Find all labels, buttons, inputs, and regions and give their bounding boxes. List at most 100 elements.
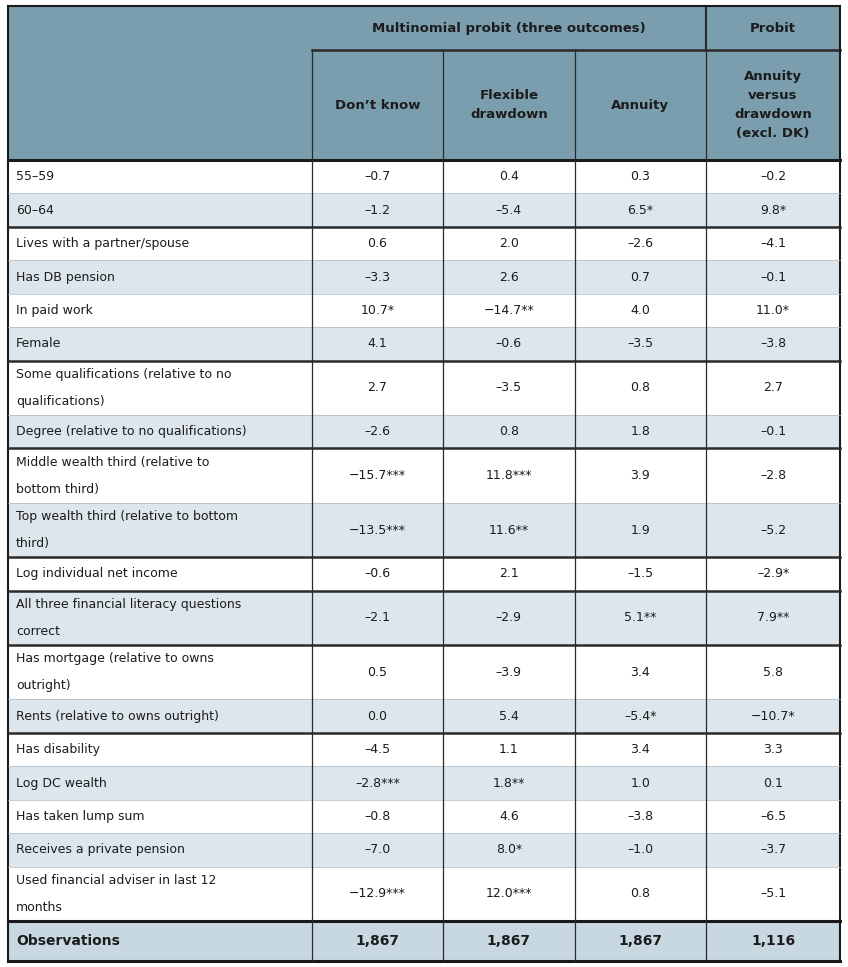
Text: 4.1: 4.1 bbox=[367, 337, 388, 350]
Text: –3.8: –3.8 bbox=[628, 810, 653, 823]
Bar bbox=[8, 449, 840, 503]
Text: 11.8***: 11.8*** bbox=[486, 469, 532, 483]
Text: Don’t know: Don’t know bbox=[335, 99, 420, 111]
Text: 0.6: 0.6 bbox=[367, 237, 388, 250]
Text: 9.8*: 9.8* bbox=[760, 204, 786, 217]
Text: 1,867: 1,867 bbox=[487, 934, 531, 948]
Text: –3.5: –3.5 bbox=[628, 337, 653, 350]
Bar bbox=[8, 227, 840, 260]
Text: –0.7: –0.7 bbox=[365, 170, 391, 183]
Text: 5.1**: 5.1** bbox=[624, 611, 656, 625]
Text: Rents (relative to owns outright): Rents (relative to owns outright) bbox=[16, 710, 219, 722]
Bar bbox=[8, 766, 840, 800]
Text: months: months bbox=[16, 901, 63, 914]
Text: 3.4: 3.4 bbox=[630, 743, 650, 756]
Bar bbox=[8, 800, 840, 834]
Text: 5.4: 5.4 bbox=[499, 710, 519, 722]
Text: –0.8: –0.8 bbox=[365, 810, 391, 823]
Text: 3.4: 3.4 bbox=[630, 665, 650, 679]
Text: 8.0*: 8.0* bbox=[496, 843, 522, 857]
Text: 2.0: 2.0 bbox=[499, 237, 519, 250]
Text: –2.6: –2.6 bbox=[365, 425, 390, 438]
Text: Annuity
versus
drawdown
(excl. DK): Annuity versus drawdown (excl. DK) bbox=[734, 70, 812, 140]
Text: –2.6: –2.6 bbox=[628, 237, 653, 250]
Text: –4.5: –4.5 bbox=[365, 743, 390, 756]
Bar bbox=[8, 557, 840, 591]
Text: 3.9: 3.9 bbox=[630, 469, 650, 483]
Text: Flexible
drawdown: Flexible drawdown bbox=[470, 89, 548, 121]
Text: –0.6: –0.6 bbox=[365, 568, 390, 580]
Text: −10.7*: −10.7* bbox=[750, 710, 795, 722]
Bar bbox=[8, 361, 840, 415]
Text: 2.7: 2.7 bbox=[367, 381, 388, 395]
Text: 0.3: 0.3 bbox=[630, 170, 650, 183]
Bar bbox=[8, 260, 840, 294]
Bar bbox=[8, 160, 840, 193]
Text: –4.1: –4.1 bbox=[760, 237, 786, 250]
Text: –2.8: –2.8 bbox=[760, 469, 786, 483]
Text: 1.8**: 1.8** bbox=[493, 777, 525, 789]
Bar bbox=[8, 415, 840, 449]
Text: Has mortgage (relative to owns: Has mortgage (relative to owns bbox=[16, 652, 214, 665]
Text: qualifications): qualifications) bbox=[16, 395, 104, 408]
Text: 0.8: 0.8 bbox=[499, 425, 519, 438]
Text: –5.4*: –5.4* bbox=[624, 710, 656, 722]
Text: Log individual net income: Log individual net income bbox=[16, 568, 177, 580]
Text: 3.3: 3.3 bbox=[763, 743, 783, 756]
Text: –7.0: –7.0 bbox=[365, 843, 391, 857]
Text: 1.8: 1.8 bbox=[630, 425, 650, 438]
Bar bbox=[8, 6, 840, 50]
Text: 2.1: 2.1 bbox=[499, 568, 519, 580]
Text: –3.9: –3.9 bbox=[496, 665, 522, 679]
Text: outright): outright) bbox=[16, 679, 70, 692]
Text: 6.5*: 6.5* bbox=[628, 204, 653, 217]
Text: –0.1: –0.1 bbox=[760, 425, 786, 438]
Text: 0.8: 0.8 bbox=[630, 888, 650, 900]
Text: 1.1: 1.1 bbox=[499, 743, 519, 756]
Text: −15.7***: −15.7*** bbox=[349, 469, 406, 483]
Bar bbox=[8, 50, 840, 160]
Text: All three financial literacy questions: All three financial literacy questions bbox=[16, 598, 241, 611]
Bar bbox=[8, 733, 840, 766]
Bar bbox=[8, 193, 840, 227]
Bar bbox=[8, 866, 840, 921]
Text: –3.3: –3.3 bbox=[365, 271, 390, 283]
Text: –5.2: –5.2 bbox=[760, 523, 786, 537]
Text: −12.9***: −12.9*** bbox=[349, 888, 406, 900]
Text: –0.6: –0.6 bbox=[496, 337, 522, 350]
Text: Annuity: Annuity bbox=[611, 99, 669, 111]
Text: Has taken lump sum: Has taken lump sum bbox=[16, 810, 144, 823]
Text: −13.5***: −13.5*** bbox=[349, 523, 406, 537]
Text: Multinomial probit (three outcomes): Multinomial probit (three outcomes) bbox=[372, 21, 645, 35]
Text: 1,867: 1,867 bbox=[355, 934, 399, 948]
Text: 2.7: 2.7 bbox=[763, 381, 783, 395]
Bar bbox=[8, 503, 840, 557]
Text: –6.5: –6.5 bbox=[760, 810, 786, 823]
Text: Observations: Observations bbox=[16, 934, 120, 948]
Text: 7.9**: 7.9** bbox=[756, 611, 789, 625]
Text: Probit: Probit bbox=[750, 21, 796, 35]
Text: Degree (relative to no qualifications): Degree (relative to no qualifications) bbox=[16, 425, 247, 438]
Text: 1,867: 1,867 bbox=[618, 934, 662, 948]
Bar bbox=[8, 294, 840, 327]
Bar bbox=[8, 921, 840, 961]
Text: 10.7*: 10.7* bbox=[360, 304, 394, 317]
Text: –0.2: –0.2 bbox=[760, 170, 786, 183]
Text: 12.0***: 12.0*** bbox=[486, 888, 532, 900]
Text: –1.5: –1.5 bbox=[628, 568, 653, 580]
Text: Has disability: Has disability bbox=[16, 743, 100, 756]
Bar bbox=[8, 327, 840, 361]
Text: Top wealth third (relative to bottom: Top wealth third (relative to bottom bbox=[16, 510, 238, 523]
Bar bbox=[8, 699, 840, 733]
Text: 1.0: 1.0 bbox=[630, 777, 650, 789]
Text: –2.8***: –2.8*** bbox=[355, 777, 400, 789]
Text: 5.8: 5.8 bbox=[763, 665, 783, 679]
Text: 0.4: 0.4 bbox=[499, 170, 519, 183]
Text: 0.1: 0.1 bbox=[763, 777, 783, 789]
Text: 0.8: 0.8 bbox=[630, 381, 650, 395]
Text: −14.7**: −14.7** bbox=[483, 304, 534, 317]
Bar bbox=[8, 645, 840, 699]
Text: –3.5: –3.5 bbox=[496, 381, 522, 395]
Text: –2.1: –2.1 bbox=[365, 611, 390, 625]
Text: 1,116: 1,116 bbox=[751, 934, 795, 948]
